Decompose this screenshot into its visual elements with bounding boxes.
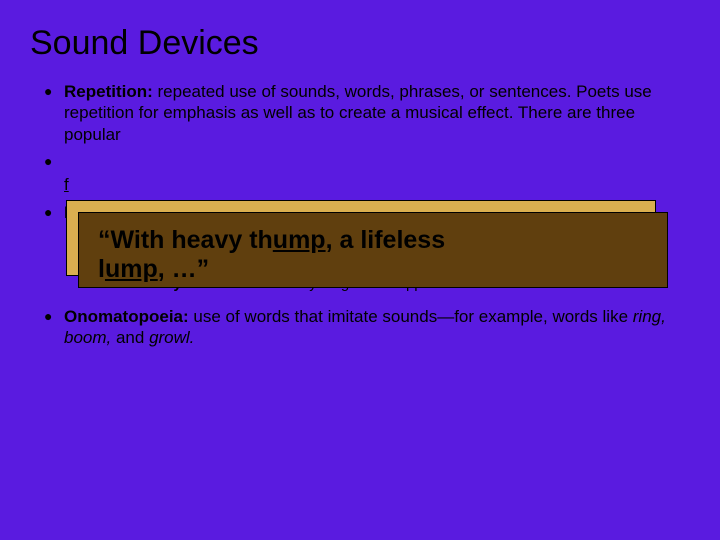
example-quote: “With heavy thump, a lifeless lump, …” — [88, 222, 662, 288]
bullet-onomatopoeia: Onomatopoeia: use of words that imitate … — [44, 306, 690, 349]
slide-root: Sound Devices Repetition: repeated use o… — [0, 0, 720, 540]
quote-l2-b: , …” — [158, 255, 209, 283]
quote-l2-a: l — [98, 255, 105, 283]
body-repetition: repeated use of sounds, words, phrases, … — [64, 82, 652, 144]
quote-l1-ul: ump — [273, 226, 326, 254]
fragment-t-line: t — [44, 151, 690, 172]
term-onoma: Onomatopoeia: — [64, 307, 189, 326]
fragment-f-row: f — [64, 174, 690, 196]
term-repetition: Repetition: — [64, 82, 153, 101]
onoma-mid: and — [111, 328, 149, 347]
onoma-ex2: growl. — [149, 328, 194, 347]
quote-l2-ul: ump — [105, 255, 158, 283]
body-onoma-a: use of words that imitate sounds—for exa… — [189, 307, 633, 326]
frag-f: f — [64, 175, 69, 194]
slide-title: Sound Devices — [30, 24, 690, 63]
quote-l1-b: , a lifeless — [326, 226, 446, 254]
quote-l1-a: “With heavy th — [98, 226, 273, 254]
bullet-repetition: Repetition: repeated use of sounds, word… — [44, 81, 690, 145]
